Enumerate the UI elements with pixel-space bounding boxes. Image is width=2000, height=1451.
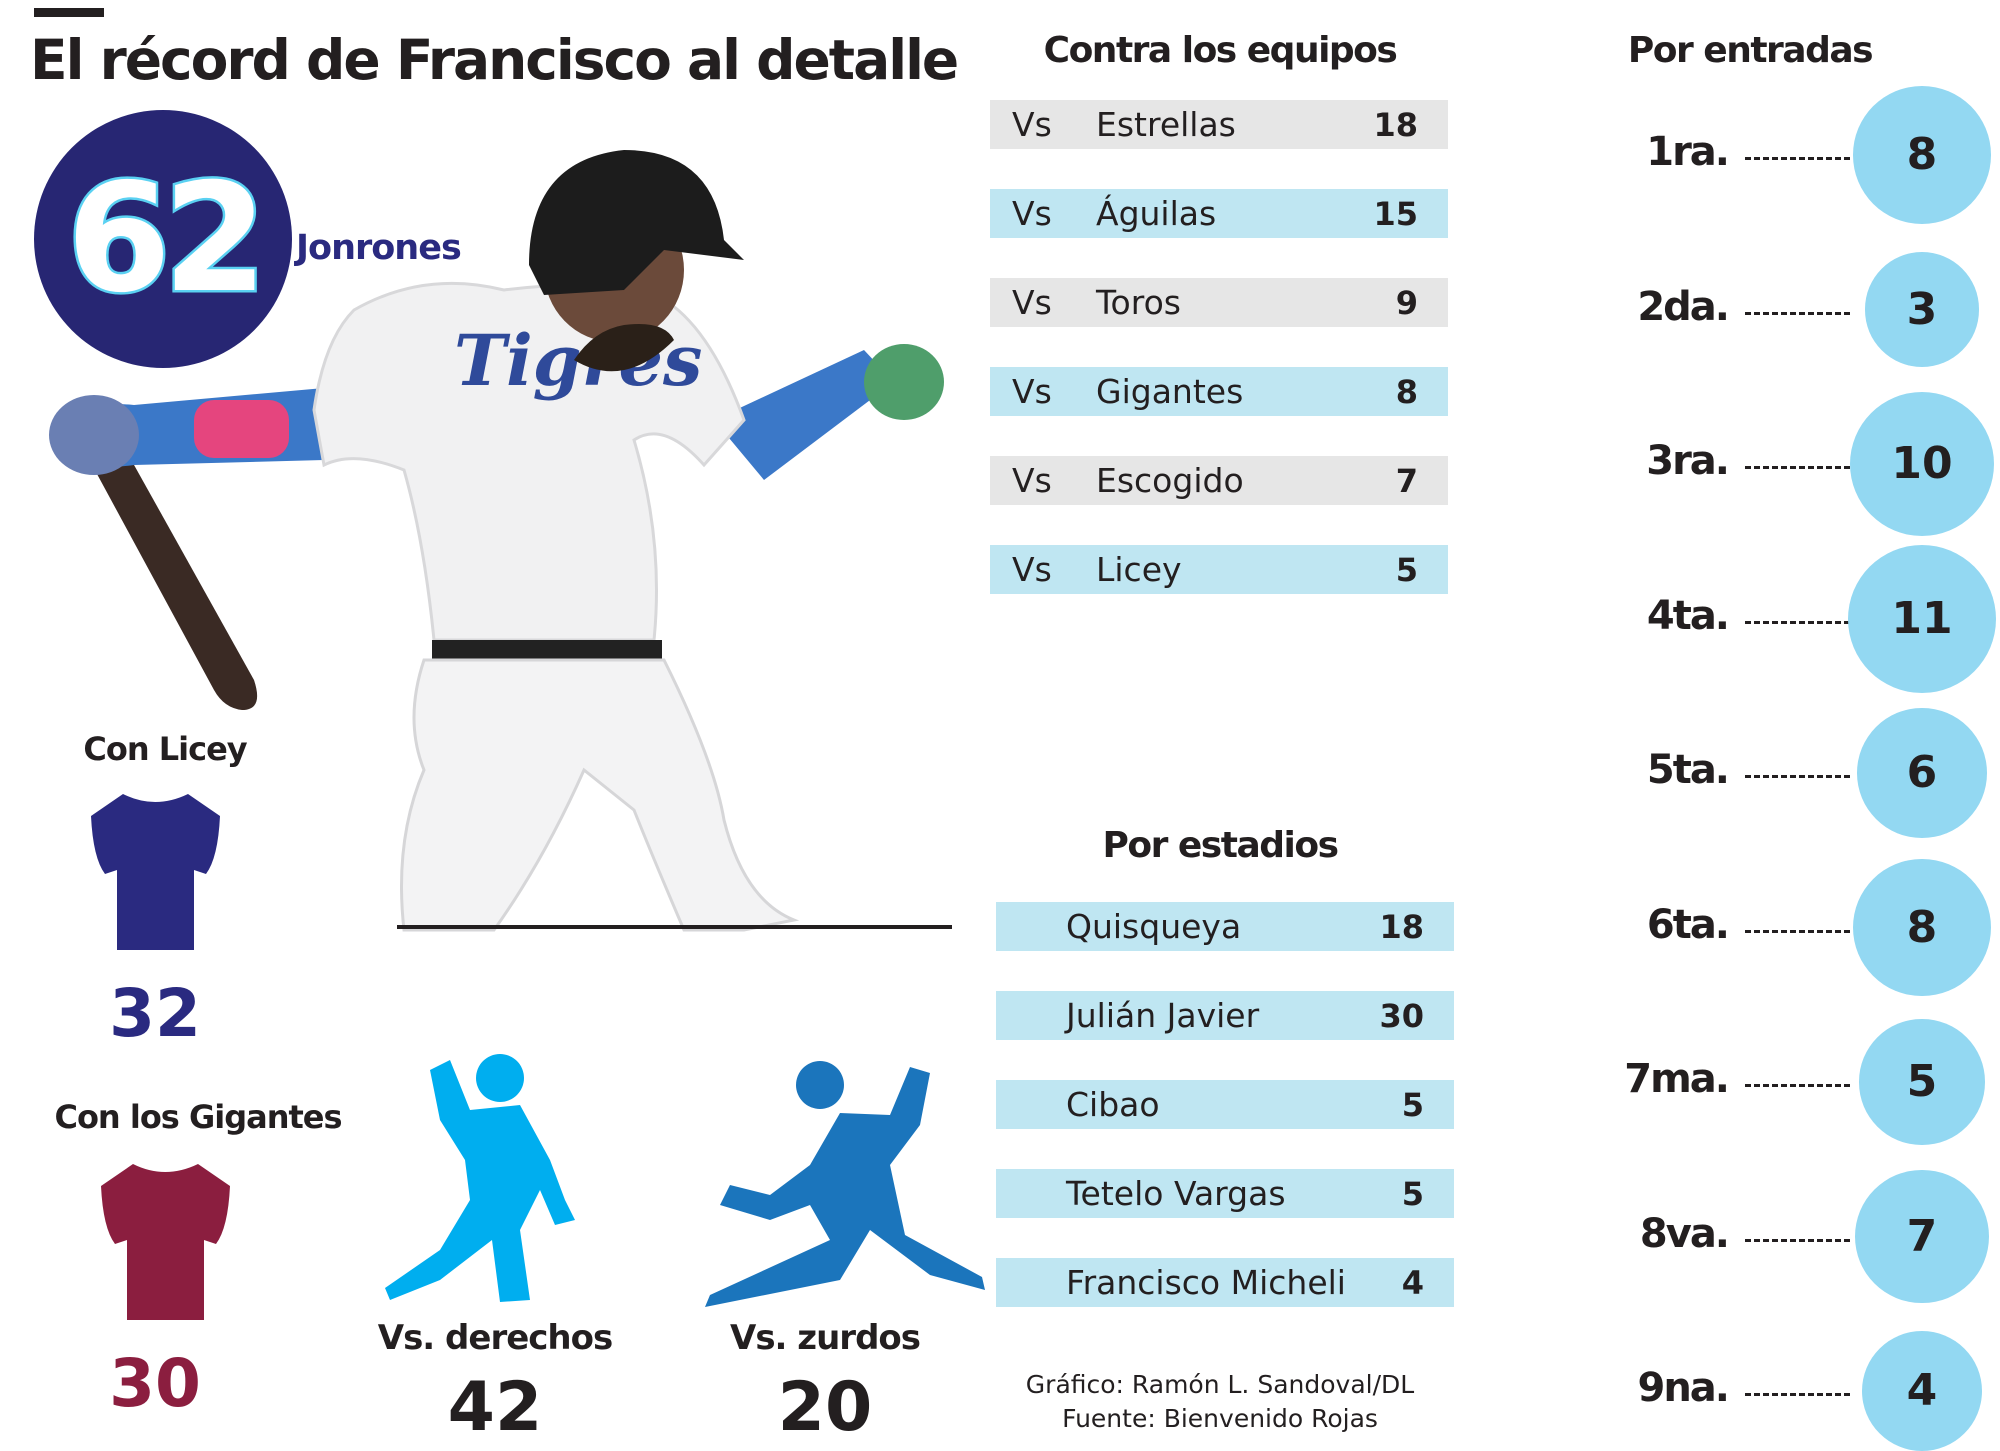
row-value: 7 xyxy=(1395,461,1418,500)
vs-right-label: Vs. derechos xyxy=(377,1318,613,1358)
row-value: 18 xyxy=(1373,105,1418,144)
home-run-label: Jonrones xyxy=(296,228,462,268)
table-row: Francisco Micheli 4 xyxy=(996,1258,1454,1307)
team-licey-label: Con Licey xyxy=(83,730,247,768)
row-prefix: Vs xyxy=(1012,461,1052,500)
inning-leader-line xyxy=(1745,775,1850,778)
stadiums-table-title: Por estadios xyxy=(1102,825,1339,866)
bat-icon xyxy=(84,438,258,710)
inning-leader-line xyxy=(1745,1238,1850,1242)
inning-label: 7ma. xyxy=(1624,1056,1730,1102)
row-name: Águilas xyxy=(1096,194,1217,233)
row-name: Cibao xyxy=(1066,1085,1160,1124)
team-gigantes-value: 30 xyxy=(109,1345,201,1422)
team-gigantes-label: Con los Gigantes xyxy=(54,1098,342,1136)
gigantes-jersey-icon xyxy=(101,1164,230,1320)
credit-graphic: Gráfico: Ramón L. Sandoval/DL xyxy=(1025,1370,1415,1399)
vs-right-value: 42 xyxy=(447,1368,543,1447)
inning-label: 1ra. xyxy=(1646,129,1730,175)
inning-leader-line xyxy=(1745,466,1850,469)
row-name: Tetelo Vargas xyxy=(1066,1174,1286,1213)
inning-label: 4ta. xyxy=(1646,592,1730,639)
inning-label: 9na. xyxy=(1637,1365,1731,1411)
row-prefix: Vs xyxy=(1012,550,1052,589)
row-name: Francisco Micheli xyxy=(1066,1263,1346,1302)
inning-value-bubble: 8 xyxy=(1853,858,1991,997)
inning-label: 5ta. xyxy=(1646,747,1730,793)
row-name: Quisqueya xyxy=(1066,907,1242,946)
table-row: Vs Licey 5 xyxy=(990,545,1448,594)
inning-leader-line xyxy=(1745,620,1850,624)
home-run-total-badge: 62 xyxy=(34,110,292,368)
inning-leader-line xyxy=(1745,1084,1850,1087)
table-row: Vs Escogido 7 xyxy=(990,456,1448,505)
home-run-total: 62 xyxy=(64,152,270,326)
row-prefix: Vs xyxy=(1012,194,1052,233)
licey-jersey-icon xyxy=(91,794,220,950)
row-prefix: Vs xyxy=(1012,105,1052,144)
vs-left-label: Vs. zurdos xyxy=(730,1318,921,1358)
row-name: Gigantes xyxy=(1096,372,1244,411)
table-row: Vs Gigantes 8 xyxy=(990,367,1448,416)
row-value: 4 xyxy=(1401,1263,1424,1302)
row-value: 8 xyxy=(1395,372,1418,411)
row-value: 5 xyxy=(1395,550,1418,589)
row-name: Toros xyxy=(1096,283,1181,322)
inning-value-bubble: 11 xyxy=(1848,544,1996,693)
table-row: Cibao 5 xyxy=(996,1080,1454,1129)
inning-value-bubble: 4 xyxy=(1861,1330,1983,1451)
inning-value-bubble: 5 xyxy=(1859,1019,1985,1145)
inning-label: 6ta. xyxy=(1646,901,1730,948)
table-row: Tetelo Vargas 5 xyxy=(996,1169,1454,1218)
row-name: Julián Javier xyxy=(1066,996,1260,1035)
inning-leader-line xyxy=(1745,311,1850,315)
row-value: 15 xyxy=(1373,194,1418,233)
vs-left-value: 20 xyxy=(777,1368,873,1447)
teams-table-title: Contra los equipos xyxy=(1043,30,1398,71)
inning-value-bubble: 6 xyxy=(1857,708,1987,838)
row-prefix: Vs xyxy=(1012,372,1052,411)
row-name: Estrellas xyxy=(1096,105,1236,144)
page-title: El récord de Francisco al detalle xyxy=(30,28,959,92)
table-row: Vs Estrellas 18 xyxy=(990,100,1448,149)
row-value: 30 xyxy=(1379,996,1424,1035)
team-licey-value: 32 xyxy=(109,975,201,1052)
table-row: Vs Toros 9 xyxy=(990,278,1448,327)
inning-leader-line xyxy=(1745,1393,1850,1396)
inning-leader-line xyxy=(1745,929,1850,933)
table-row: Quisqueya 18 xyxy=(996,902,1454,951)
row-value: 9 xyxy=(1395,283,1418,322)
right-handed-pitcher-icon xyxy=(385,1054,575,1302)
left-handed-pitcher-icon xyxy=(705,1061,985,1307)
row-name: Escogido xyxy=(1096,461,1244,500)
row-prefix: Vs xyxy=(1012,283,1052,322)
table-row: Julián Javier 30 xyxy=(996,991,1454,1040)
inning-leader-line xyxy=(1745,157,1850,160)
credit-source: Fuente: Bienvenido Rojas xyxy=(1062,1404,1378,1433)
inning-value-bubble: 7 xyxy=(1855,1169,1989,1304)
inning-value-bubble: 10 xyxy=(1849,391,1995,537)
row-value: 5 xyxy=(1401,1085,1424,1124)
inning-value-bubble: 3 xyxy=(1864,252,1980,367)
row-value: 5 xyxy=(1401,1174,1424,1213)
inning-value-bubble: 8 xyxy=(1853,86,1991,224)
player-illustration: Tigres xyxy=(49,150,952,932)
innings-title: Por entradas xyxy=(1627,30,1874,71)
row-value: 18 xyxy=(1379,907,1424,946)
title-rule xyxy=(34,8,104,17)
inning-label: 2da. xyxy=(1637,283,1730,330)
table-row: Vs Águilas 15 xyxy=(990,189,1448,238)
inning-label: 8va. xyxy=(1639,1210,1730,1257)
row-name: Licey xyxy=(1096,550,1182,589)
inning-label: 3ra. xyxy=(1646,438,1730,484)
